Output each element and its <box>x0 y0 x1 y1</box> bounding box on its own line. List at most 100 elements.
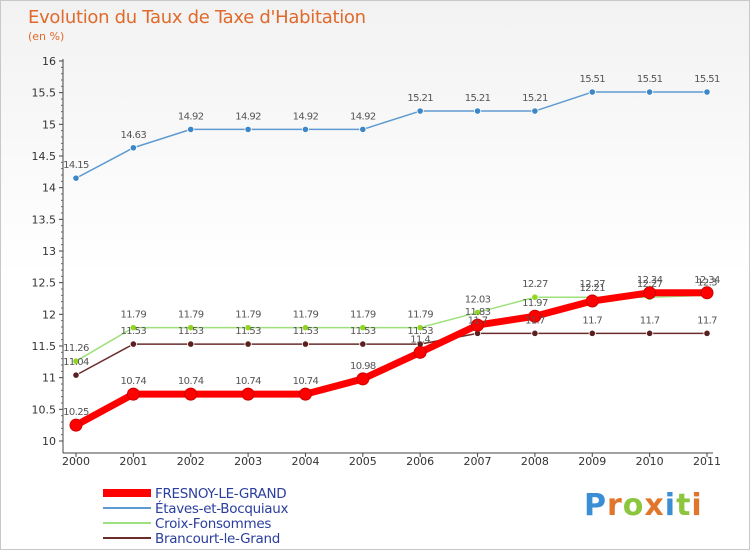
data-label: 11.4 <box>410 334 430 345</box>
logo-letter: i <box>691 488 703 523</box>
data-label: 11.53 <box>293 326 319 337</box>
logo-letter: r <box>607 488 623 523</box>
data-label: 10.74 <box>178 376 204 387</box>
data-label: 14.15 <box>63 160 89 171</box>
data-label: 12.34 <box>637 275 663 286</box>
chart-unit-label: (en %) <box>28 30 65 43</box>
data-point <box>244 125 252 133</box>
logo-letter: i <box>664 488 677 523</box>
logo-letter: o <box>622 488 645 523</box>
x-tick-label: 2006 <box>406 455 434 468</box>
data-point <box>356 372 370 386</box>
data-point <box>700 286 714 300</box>
data-point <box>187 324 195 332</box>
data-label: 14.92 <box>293 111 319 122</box>
data-point <box>244 324 252 332</box>
data-point <box>585 294 599 308</box>
data-label: 10.74 <box>121 376 147 387</box>
y-tick-label: 15 <box>42 118 56 131</box>
x-tick-label: 2008 <box>521 455 549 468</box>
y-tick-label: 13 <box>42 245 56 258</box>
data-point <box>703 88 711 96</box>
data-label: 11.79 <box>407 310 433 321</box>
data-point <box>126 387 140 401</box>
data-label: 11.79 <box>293 310 319 321</box>
data-point <box>359 125 367 133</box>
data-label: 11.53 <box>121 326 147 337</box>
data-point <box>588 329 596 337</box>
data-label: 11.83 <box>465 307 491 318</box>
data-point <box>473 107 482 115</box>
data-label: 10.74 <box>235 376 261 387</box>
data-label: 12.27 <box>522 279 548 290</box>
data-point <box>129 144 137 152</box>
x-tick-label: 2003 <box>234 455 262 468</box>
data-label: 15.21 <box>522 93 548 104</box>
data-label: 11.79 <box>350 310 376 321</box>
data-point <box>187 340 195 348</box>
data-point <box>244 340 252 348</box>
x-tick-label: 2007 <box>464 455 492 468</box>
x-tick-label: 2005 <box>349 455 377 468</box>
y-tick-label: 13.5 <box>32 213 57 226</box>
data-label: 11.04 <box>63 357 89 368</box>
data-point <box>301 125 310 133</box>
data-label: 11.97 <box>522 298 548 309</box>
data-point <box>301 340 310 348</box>
y-tick-label: 10.5 <box>32 403 57 416</box>
x-tick-label: 2011 <box>693 455 721 468</box>
data-point <box>187 125 195 133</box>
chart-title: Evolution du Taux de Taxe d'Habitation <box>28 7 366 28</box>
x-tick-label: 2004 <box>291 455 319 468</box>
legend-label-1: Étaves-et-Bocquiaux <box>155 500 289 517</box>
data-point <box>72 174 80 182</box>
data-point <box>69 418 83 432</box>
series-line-0 <box>72 289 711 429</box>
y-tick-label: 12.5 <box>32 277 57 290</box>
data-label: 12.27 <box>637 279 663 290</box>
data-point <box>413 345 427 359</box>
data-point <box>241 387 255 401</box>
data-label: 12.34 <box>694 275 720 286</box>
data-point <box>184 387 198 401</box>
x-tick-label: 2002 <box>177 455 205 468</box>
legend-label-0: FRESNOY-LE-GRAND <box>155 486 286 502</box>
data-point <box>129 340 137 348</box>
data-point <box>531 329 539 337</box>
logo-letter: P <box>584 488 607 523</box>
y-tick-label: 16 <box>42 55 56 68</box>
logo-letter: x <box>644 488 665 523</box>
logo-letter: t <box>676 488 692 523</box>
data-label: 11.7 <box>582 315 602 326</box>
data-label: 11.79 <box>121 310 147 321</box>
data-label: 15.51 <box>637 74 663 85</box>
y-tick-label: 14 <box>42 182 56 195</box>
data-label: 11.53 <box>407 326 433 337</box>
data-label: 12.03 <box>465 294 491 305</box>
data-point <box>298 387 312 401</box>
data-label: 11.79 <box>235 310 261 321</box>
y-tick-label: 12 <box>42 308 56 321</box>
data-label: 11.7 <box>468 315 488 326</box>
data-point <box>416 107 424 115</box>
data-point <box>473 308 482 317</box>
data-label: 14.92 <box>350 111 376 122</box>
data-label: 14.92 <box>178 111 204 122</box>
data-label: 15.21 <box>407 93 433 104</box>
data-point <box>359 324 367 332</box>
data-label: 11.53 <box>235 326 261 337</box>
y-tick-label: 11.5 <box>32 340 57 353</box>
data-point <box>531 293 539 301</box>
data-label: 15.21 <box>465 93 491 104</box>
data-label: 15.51 <box>694 74 720 85</box>
data-label: 14.63 <box>121 130 147 141</box>
data-label: 10.98 <box>350 361 376 372</box>
data-label: 10.74 <box>293 376 319 387</box>
data-label: 12.3 <box>697 277 717 288</box>
data-label: 12.27 <box>579 279 605 290</box>
proxiti-logo: Proxiti <box>584 488 703 523</box>
data-point <box>72 357 80 365</box>
y-tick-label: 14.5 <box>32 150 57 163</box>
